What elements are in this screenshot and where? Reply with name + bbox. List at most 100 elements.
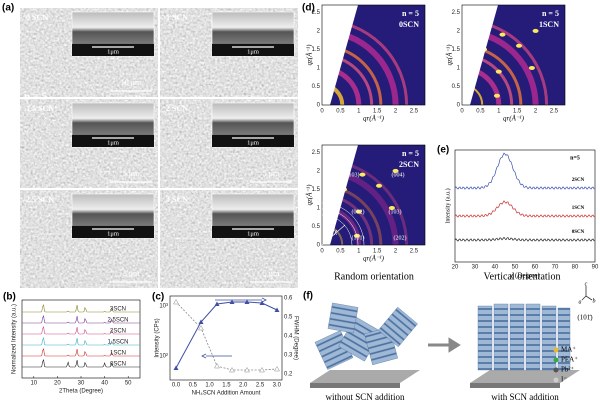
marker <box>173 298 179 305</box>
qz-tick-label: 0.5 <box>312 84 321 90</box>
n-label: n = 5 <box>24 91 48 103</box>
legend-entry: Pb²⁺ <box>561 366 574 374</box>
panel-label: (f) <box>303 291 313 302</box>
y2-tick-label: 0.6 <box>284 296 293 302</box>
missing-wedge <box>322 5 358 105</box>
image-n: n = 5 <box>402 9 419 18</box>
x-tick-label: 70 <box>552 265 559 271</box>
xrd-curve <box>22 347 140 357</box>
x-tick-label: 0.5 <box>189 383 198 389</box>
chi-curve <box>454 200 595 218</box>
tile-label: 1.5 SCN <box>26 104 54 113</box>
scale-label: 5 μm <box>123 169 140 178</box>
marker <box>198 324 204 331</box>
marker <box>214 362 220 369</box>
marker <box>244 366 250 373</box>
qr-axis-label: qr(Å⁻¹) <box>363 255 385 263</box>
x-axis-label: 2Theta (Degree) <box>59 389 103 395</box>
peak-label: (004) <box>392 171 405 178</box>
qr-tick-label: 0.5 <box>476 109 485 115</box>
bragg-spot <box>359 172 366 177</box>
caption: without SCN addition <box>325 392 405 402</box>
legend-entry: 1SCN <box>110 351 126 357</box>
marker <box>198 319 204 324</box>
plot-frame <box>169 295 283 381</box>
caption: with SCN addition <box>491 392 559 402</box>
peak-label: (101) <box>352 234 365 241</box>
bragg-spot <box>392 168 399 173</box>
chi-label: χ <box>334 228 338 236</box>
caption: Random orientation <box>334 271 414 282</box>
xrd-curve <box>22 358 140 368</box>
tile-label: 2 SCN <box>166 104 188 113</box>
axis-letter: b <box>593 298 596 304</box>
plot-frame <box>454 149 596 263</box>
y-axis-label: Intensity (CPs) <box>155 318 161 357</box>
xrd-curve <box>22 336 140 346</box>
panel-label: (a) <box>2 3 14 14</box>
qr-tick-label: 1 <box>357 109 361 115</box>
panel-label: (c) <box>152 292 164 303</box>
x-tick-label: 50 <box>125 381 132 387</box>
marker <box>214 301 220 306</box>
marker <box>274 365 280 372</box>
x-tick-label: 10 <box>30 381 37 387</box>
axis-letter: a <box>579 299 582 305</box>
bragg-spot <box>495 69 502 74</box>
panel-label: (b) <box>3 292 16 303</box>
giwaxs-image <box>321 144 426 246</box>
x-tick-label: 2.0 <box>239 383 248 389</box>
bragg-spot <box>532 28 539 33</box>
qz-tick-label: 1.5 <box>312 187 321 193</box>
qz-tick-label: 1.5 <box>452 47 461 53</box>
inset-scale: 1μm <box>247 230 259 237</box>
x-tick-label: 90 <box>592 265 599 271</box>
y2-tick-label: 0.4 <box>284 334 293 340</box>
y2-tick-label: 0.3 <box>284 353 293 359</box>
qz-tick-label: 2 <box>457 29 461 35</box>
bragg-spot <box>493 93 500 98</box>
y-tick-label: 10² <box>159 354 168 360</box>
qr-tick-label: 0.5 <box>336 249 345 255</box>
series-label: 2SCN <box>572 178 585 183</box>
tile-label: 2.5 SCN <box>26 195 54 204</box>
qr-tick-label: 1 <box>357 249 361 255</box>
qr-tick-label: 0 <box>320 109 324 115</box>
peak-label: (103) <box>347 171 360 178</box>
x-tick-label: 60 <box>532 265 539 271</box>
qz-tick-label: 2 <box>317 29 321 35</box>
qz-axis-label: qz(Å⁻¹) <box>306 184 314 206</box>
panel-label: (d) <box>302 3 315 14</box>
bragg-spot <box>499 32 506 37</box>
y-axis-label: Intensity (a.u.) <box>444 188 451 223</box>
y-tick-label: 10³ <box>159 304 168 310</box>
image-name: 1SCN <box>539 20 559 29</box>
missing-wedge <box>322 145 358 245</box>
qr-axis-label: qr(Å⁻¹) <box>503 115 525 123</box>
x-tick-label: 1.0 <box>205 383 214 389</box>
caption: Vertical orientation <box>484 271 561 282</box>
marker <box>229 366 235 373</box>
inset-scale: 1μm <box>107 230 119 237</box>
chi-curve <box>454 236 595 242</box>
scale-label: 5 μm <box>263 169 280 178</box>
chi-arc <box>321 214 353 246</box>
x-tick-label: 50 <box>512 265 519 271</box>
chi-arc <box>321 202 365 246</box>
qz-tick-label: 2.5 <box>312 10 321 16</box>
n-label: n=5 <box>570 155 580 161</box>
qr-tick-label: 2 <box>394 109 398 115</box>
qr-tick-label: 1.5 <box>373 109 382 115</box>
qr-tick-label: 0 <box>460 109 464 115</box>
axis-letter: c <box>585 281 588 287</box>
qr-tick-label: 0 <box>320 249 324 255</box>
scale-label: 10 μm <box>121 78 142 87</box>
qz-axis-label: qz(Å⁻¹) <box>446 44 454 66</box>
x-tick-label: 20 <box>452 265 459 271</box>
y2-axis-label: FWHM (Degree) <box>292 316 298 360</box>
qz-tick-label: 2.5 <box>452 10 461 16</box>
legend-entry: 3SCN <box>110 307 126 313</box>
qz-tick-label: 1 <box>317 206 321 212</box>
bragg-spot <box>516 43 523 48</box>
